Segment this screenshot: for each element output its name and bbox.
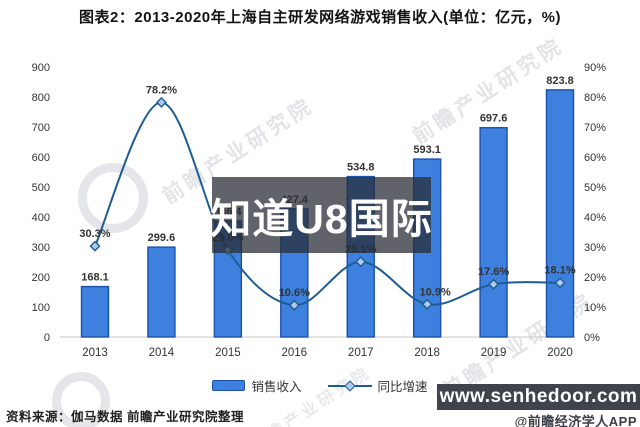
- bar-label-2017: 534.8: [347, 162, 375, 174]
- right-axis-tick: 20%: [584, 272, 606, 284]
- x-axis-label: 2013: [82, 347, 108, 359]
- bar-label-2019: 697.6: [480, 113, 508, 125]
- growth-label-2019: 17.6%: [478, 266, 509, 278]
- x-axis-label: 2019: [481, 347, 507, 359]
- left-axis-tick: 200: [32, 272, 50, 284]
- watermark-site-banner: www.senhedoor.com: [437, 384, 640, 410]
- x-axis-label: 2017: [348, 347, 374, 359]
- left-axis-tick: 600: [32, 152, 50, 164]
- watermark-overlay-text: 知道U8国际: [210, 196, 433, 242]
- growth-label-2014: 78.2%: [146, 84, 177, 96]
- growth-label-2013: 30.3%: [79, 228, 110, 240]
- growth-label-2016: 10.6%: [279, 287, 310, 299]
- legend-label-growth: 同比增速: [377, 380, 428, 394]
- left-axis-tick: 0: [44, 332, 50, 344]
- left-axis-tick: 800: [32, 92, 50, 104]
- marker-2013-icon: [89, 240, 101, 252]
- bar-2019: [479, 127, 508, 338]
- bar-swatch-icon: [212, 380, 246, 391]
- left-axis-tick: 700: [32, 122, 50, 134]
- right-axis-tick: 40%: [584, 212, 606, 224]
- right-axis-tick: 50%: [584, 182, 606, 194]
- legend-label-revenue: 销售收入: [251, 380, 302, 394]
- watermark-site-text: www.senhedoor.com: [439, 386, 638, 407]
- bar-2020: [545, 89, 575, 338]
- marker-2020-icon: [554, 277, 566, 289]
- x-axis-label: 2014: [149, 347, 175, 359]
- marker-2017-icon: [355, 256, 367, 268]
- bar-label-2018: 593.1: [413, 144, 441, 156]
- chart-title: 图表2：2013-2020年上海自主研发网络游戏销售收入(单位：亿元，%): [79, 9, 561, 26]
- source-note: 资料来源：伽马数据 前瞻产业研究院整理: [6, 410, 244, 424]
- growth-label-2020: 18.1%: [544, 265, 575, 277]
- marker-2016-icon: [288, 299, 300, 311]
- marker-2018-icon: [421, 298, 433, 310]
- left-axis-tick: 500: [32, 182, 50, 194]
- legend-item-growth: 同比增速: [327, 376, 428, 395]
- x-axis-label: 2015: [215, 347, 241, 359]
- marker-2014-icon: [155, 96, 167, 108]
- legend-item-revenue: 销售收入: [212, 376, 302, 395]
- right-axis-tick: 80%: [584, 92, 606, 104]
- growth-label-2018: 10.9%: [420, 286, 451, 298]
- right-axis-tick: 30%: [584, 242, 606, 254]
- watermark-overlay: 知道U8国际: [210, 177, 433, 253]
- right-axis-tick: 0%: [584, 332, 600, 344]
- bar-2014: [147, 246, 176, 338]
- bar-2013: [80, 285, 110, 338]
- left-axis-tick: 400: [32, 212, 50, 224]
- x-axis-label: 2018: [414, 347, 440, 359]
- watermark-credit: @前瞻经济学人APP: [514, 414, 637, 427]
- x-axis-label: 2020: [547, 347, 573, 359]
- legend: 销售收入 同比增速: [0, 376, 640, 395]
- line-swatch-icon: [327, 379, 372, 392]
- left-axis-tick: 100: [32, 302, 50, 314]
- marker-2019-icon: [488, 278, 500, 290]
- left-axis-tick: 300: [32, 242, 50, 254]
- right-axis-tick: 90%: [584, 62, 606, 74]
- bar-label-2014: 299.6: [148, 232, 176, 244]
- left-axis-tick: 900: [32, 62, 50, 74]
- bar-label-2020: 823.8: [546, 75, 574, 87]
- bar-label-2013: 168.1: [81, 272, 109, 284]
- x-axis-label: 2016: [281, 347, 307, 359]
- right-axis-tick: 70%: [584, 122, 606, 134]
- right-axis-tick: 10%: [584, 302, 606, 314]
- right-axis-tick: 60%: [584, 152, 606, 164]
